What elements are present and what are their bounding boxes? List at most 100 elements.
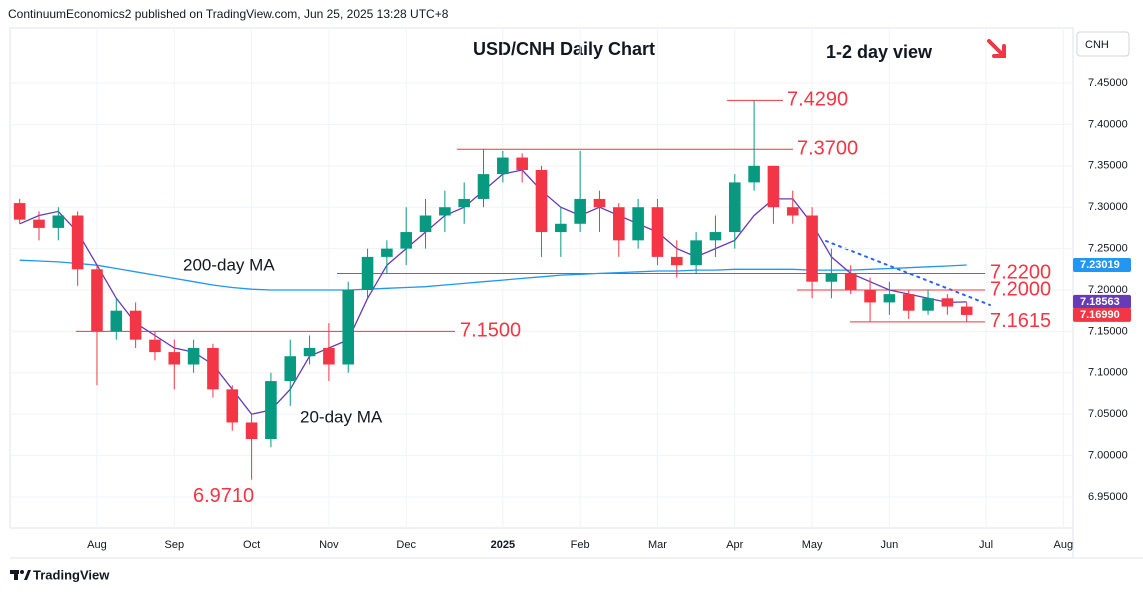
footer-brand: TradingView [33, 567, 110, 582]
candle-body [960, 306, 973, 315]
candle-body [226, 389, 239, 423]
candle-body [593, 198, 606, 208]
x-tick-label: Nov [319, 539, 339, 551]
x-tick-label: Aug [87, 539, 107, 551]
candle-body [651, 207, 664, 257]
y-tick-label: 7.35000 [1088, 160, 1128, 172]
candle-body [13, 203, 26, 220]
level-label: 6.9710 [193, 485, 254, 507]
candle-body [91, 269, 103, 332]
x-tick-label: Aug [1054, 539, 1074, 551]
x-tick-label: Sep [164, 539, 184, 551]
x-tick-label: Oct [243, 539, 260, 551]
candle-body [709, 232, 722, 241]
candle-body [670, 256, 683, 266]
price-tag [1073, 294, 1131, 309]
candle-body [941, 298, 954, 307]
candle-body [574, 198, 586, 224]
level-label: 7.3700 [797, 138, 858, 160]
level-label: 7.2000 [990, 278, 1051, 300]
price-tag-label: 7.16990 [1080, 309, 1120, 321]
y-tick-label: 6.95000 [1088, 491, 1128, 503]
candle-body [71, 215, 84, 270]
y-tick-label: 7.05000 [1088, 408, 1128, 420]
down-arrow-icon [987, 39, 1006, 58]
candle-body [844, 273, 857, 291]
candle-body [728, 182, 741, 233]
candle-body [806, 215, 818, 282]
candle-body [477, 174, 490, 199]
price-tag-label: 7.18563 [1080, 296, 1120, 308]
candle-body [555, 223, 567, 233]
price-tag [1073, 307, 1131, 322]
y-tick-label: 7.20000 [1088, 284, 1128, 296]
x-tick-label: May [802, 539, 823, 551]
x-tick-label: Feb [571, 539, 590, 551]
y-tick-label: 7.15000 [1088, 325, 1128, 337]
chart-subtitle: 1-2 day view [826, 42, 933, 62]
tradingview-logo [10, 570, 31, 580]
candle-body [303, 347, 316, 357]
candle-body [922, 298, 934, 311]
candle-body [33, 219, 45, 228]
candle-body [245, 422, 258, 440]
candle-body [516, 157, 528, 170]
candle-body [284, 356, 297, 382]
candle-body [458, 198, 470, 208]
moving-average-label: 20-day MA [300, 407, 383, 426]
y-tick-label: 7.10000 [1088, 367, 1128, 379]
candle-body [361, 256, 374, 291]
y-tick-label: 7.45000 [1088, 77, 1128, 89]
candle-body [864, 290, 876, 303]
candle-body [149, 339, 161, 353]
price-tag-label: 7.23019 [1080, 259, 1120, 271]
candle-body [535, 169, 548, 233]
x-tick-label: Jul [979, 539, 993, 551]
candle-body [129, 310, 142, 340]
level-label: 7.4290 [787, 89, 848, 111]
candle-body [110, 310, 123, 332]
x-tick-label: Mar [648, 539, 667, 551]
candle-body [748, 165, 760, 183]
candle-body [902, 294, 915, 311]
level-label: 7.2200 [990, 262, 1051, 284]
candle-body [381, 248, 393, 257]
candle-body [786, 207, 799, 216]
y-tick-label: 7.40000 [1088, 118, 1128, 130]
candle-body [883, 294, 896, 303]
level-label: 7.1500 [460, 320, 521, 342]
candle-body [419, 215, 432, 233]
candle-body [497, 157, 509, 175]
candle-body [265, 381, 277, 440]
level-label: 7.1615 [990, 310, 1051, 332]
candle-body [323, 347, 335, 365]
candle-body [52, 215, 65, 228]
x-tick-label: Jun [881, 539, 899, 551]
candle-body [207, 347, 219, 390]
price-tag [1073, 258, 1131, 273]
publisher-line: ContinuumEconomics2 published on Trading… [8, 7, 449, 21]
moving-average-label: 200-day MA [183, 255, 275, 274]
candle-body [187, 347, 200, 365]
y-tick-label: 7.30000 [1088, 201, 1128, 213]
currency-label: CNH [1085, 39, 1109, 51]
candle-body [168, 352, 181, 365]
x-tick-label: 2025 [491, 539, 515, 551]
candle-body [342, 290, 355, 365]
candle-body [690, 240, 702, 266]
moving-average-line [19, 169, 967, 415]
x-tick-label: Dec [396, 539, 416, 551]
currency-box[interactable] [1076, 31, 1130, 57]
candle-body [400, 232, 413, 249]
trend-line [825, 240, 991, 306]
candle-body [439, 207, 451, 216]
y-tick-label: 7.00000 [1088, 449, 1128, 461]
chart-title: USD/CNH Daily Chart [473, 39, 655, 59]
y-tick-label: 7.25000 [1088, 243, 1128, 255]
x-tick-label: Apr [726, 539, 743, 551]
moving-average-line [19, 259, 967, 291]
candle-body [767, 165, 780, 208]
candle-body [825, 273, 838, 282]
candle-body [632, 207, 644, 241]
